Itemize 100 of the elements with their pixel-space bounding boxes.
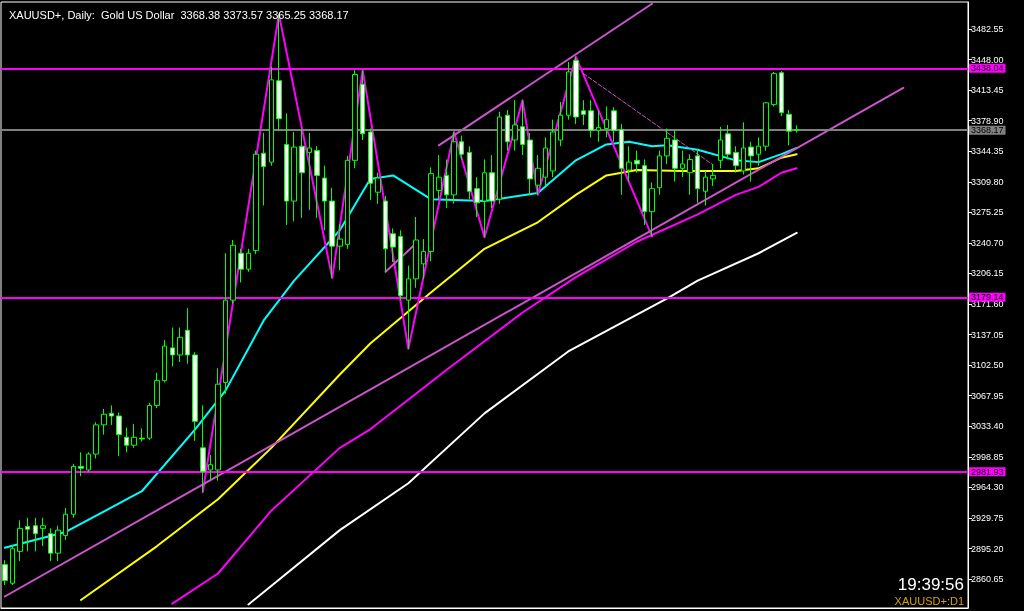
line-series	[3, 140, 798, 549]
candlestick	[535, 154, 541, 196]
candlestick	[208, 454, 213, 481]
candlestick	[131, 423, 137, 449]
candlestick	[421, 238, 426, 280]
candlestick	[25, 517, 30, 552]
candlestick	[733, 145, 739, 174]
candlestick	[329, 187, 335, 279]
candlestick	[261, 132, 266, 206]
y-tick-label: 2895.20	[971, 543, 1004, 554]
candlestick	[779, 70, 784, 117]
y-tick-label: 3413.45	[971, 85, 1004, 96]
candlestick	[40, 517, 46, 547]
candlestick	[78, 451, 84, 477]
candlestick	[215, 367, 221, 482]
candlestick	[664, 128, 670, 165]
candlestick	[86, 451, 91, 473]
y-tick-label: 3378.90	[971, 115, 1004, 126]
candlestick	[725, 124, 731, 160]
candlestick	[626, 145, 632, 183]
candlestick	[512, 99, 518, 152]
candlestick	[581, 99, 586, 126]
candlestick	[695, 149, 700, 204]
candlestick	[467, 145, 472, 200]
candlestick	[345, 155, 350, 250]
candlestick	[657, 150, 662, 196]
line-series	[79, 153, 798, 602]
candlestick	[398, 229, 403, 301]
candlestick	[63, 507, 68, 541]
annotation: 19:39:56	[897, 575, 965, 594]
candlestick	[703, 170, 708, 206]
line-series	[247, 231, 798, 606]
candlestick	[154, 372, 160, 409]
candlestick	[428, 166, 434, 262]
candlestick	[489, 154, 495, 209]
y-tick-label: 3482.55	[971, 23, 1004, 34]
candlestick	[596, 110, 601, 143]
candlestick	[109, 404, 114, 426]
y-tick-label: 3309.80	[971, 176, 1004, 187]
candlestick	[505, 109, 510, 152]
candlestick	[588, 99, 594, 138]
candlestick	[253, 150, 259, 255]
candlestick	[55, 525, 61, 562]
candlestick	[116, 411, 122, 457]
candlestick	[748, 141, 754, 183]
candlestick	[192, 351, 198, 442]
y-tick-label: 2998.85	[971, 451, 1004, 462]
candlestick	[520, 99, 525, 156]
candlestick	[672, 129, 678, 183]
y-tick-label: 3137.05	[971, 329, 1004, 340]
y-tick-label: 3033.40	[971, 421, 1004, 432]
y-tick-label: 2860.65	[971, 574, 1004, 585]
ref-line-label: 3368.17	[971, 125, 1004, 136]
candlestick	[314, 145, 320, 219]
candlestick	[162, 339, 167, 383]
candlestick	[619, 123, 624, 196]
candlestick	[147, 402, 152, 441]
candlestick	[573, 56, 579, 125]
candlestick	[124, 427, 129, 453]
candlestick	[611, 106, 617, 143]
y-tick-label: 3448.00	[971, 54, 1004, 65]
candlestick	[10, 544, 15, 586]
ref-line-label: 2981.93	[971, 466, 1004, 477]
candlestick	[93, 421, 99, 459]
candlestick	[413, 216, 419, 289]
candlestick	[223, 252, 228, 395]
candlestick	[436, 154, 442, 200]
candlestick	[139, 427, 145, 443]
candlestick	[284, 112, 289, 226]
y-tick-label: 2964.30	[971, 482, 1004, 493]
candlestick	[687, 153, 693, 196]
candlestick	[794, 124, 799, 134]
candlestick	[48, 527, 53, 562]
y-tick-label: 3275.25	[971, 207, 1004, 218]
candlestick	[322, 165, 327, 231]
candlestick	[101, 408, 107, 436]
candlestick	[390, 227, 396, 263]
candlestick	[246, 248, 251, 273]
candlestick	[185, 307, 190, 365]
text: XAUUSD+, Daily: Gold US Dollar 3368.38 3373.57 3365.25 3368.17	[9, 8, 349, 21]
candlestick	[33, 517, 38, 552]
candlestick	[604, 105, 609, 138]
annotation: XAUUSD+:D1	[894, 594, 965, 607]
candlestick	[368, 128, 373, 201]
candlestick	[170, 327, 175, 367]
candlestick	[482, 158, 487, 238]
candlestick	[71, 463, 76, 519]
candlestick	[238, 248, 244, 283]
candlestick	[451, 131, 457, 205]
candlestick	[352, 69, 358, 169]
candlestick	[527, 132, 533, 196]
candlestick	[200, 404, 206, 493]
candlestick	[718, 126, 723, 169]
candlestick	[474, 176, 480, 218]
candlestick	[634, 150, 640, 174]
candlestick	[710, 163, 716, 187]
candlestick	[291, 131, 297, 222]
candlestick	[307, 132, 312, 211]
candlestick	[459, 135, 464, 160]
candlestick	[497, 111, 502, 205]
